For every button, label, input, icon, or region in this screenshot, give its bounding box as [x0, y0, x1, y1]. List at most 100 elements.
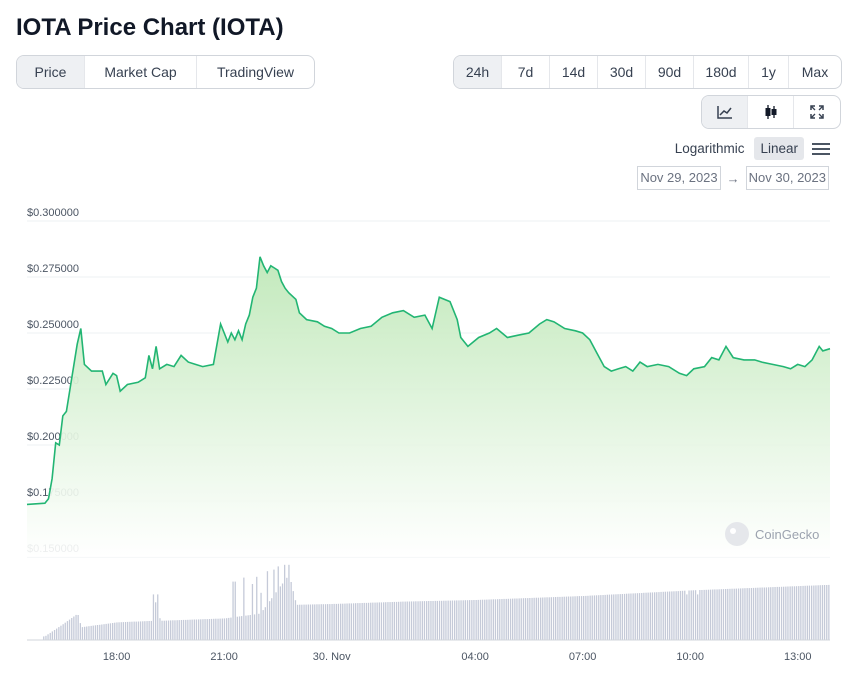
volume-bar: [195, 619, 198, 640]
volume-bar: [247, 615, 249, 640]
volume-bar: [359, 603, 361, 640]
volume-bar: [542, 597, 544, 640]
volume-bar: [62, 624, 64, 640]
volume-bar: [761, 587, 763, 640]
date-to-input[interactable]: Nov 30, 2023: [745, 166, 829, 190]
tab-tradingview[interactable]: TradingView: [216, 64, 295, 80]
volume-bar: [613, 594, 615, 640]
linear-option[interactable]: Linear: [754, 137, 804, 160]
volume-bar: [112, 623, 114, 640]
volume-bar: [402, 601, 404, 640]
volume-bar: [471, 600, 473, 640]
volume-bar: [520, 598, 522, 640]
range-90d[interactable]: 90d: [646, 56, 694, 88]
volume-bar: [122, 622, 124, 640]
volume-bar: [230, 617, 232, 640]
volume-bar: [286, 577, 288, 640]
range-30d[interactable]: 30d: [598, 56, 646, 88]
volume-bar: [45, 635, 47, 640]
volume-bar: [602, 595, 604, 640]
line-chart-button[interactable]: [702, 96, 748, 128]
volume-bar: [406, 601, 408, 640]
tab-price[interactable]: Price: [17, 56, 85, 88]
hamburger-menu-icon[interactable]: [812, 142, 830, 156]
volume-bar: [499, 599, 501, 640]
volume-bar: [626, 593, 628, 640]
volume-bar: [692, 590, 694, 640]
volume-bar: [740, 588, 742, 640]
volume-bar: [567, 596, 570, 640]
volume-bar: [673, 591, 675, 640]
volume-bar: [458, 600, 460, 640]
volume-bar: [555, 597, 557, 640]
volume-bar: [828, 584, 830, 640]
fullscreen-button[interactable]: [794, 96, 840, 128]
volume-bar: [518, 598, 520, 640]
line-chart-icon: [716, 106, 732, 119]
volume-bar: [460, 600, 462, 640]
volume-bar: [275, 592, 277, 640]
x-axis: 18:00 21:00 30. Nov 04:00 07:00 10:00 13:00: [103, 651, 812, 663]
volume-bar: [522, 598, 525, 640]
date-from-input[interactable]: Nov 29, 2023: [637, 166, 721, 190]
volume-bar: [649, 592, 651, 640]
gecko-eye-icon: [730, 528, 736, 534]
y-tick-label: $0.225000: [27, 375, 79, 387]
volume-bar: [681, 590, 684, 640]
volume-bar: [71, 618, 73, 640]
volume-bar: [193, 619, 195, 640]
volume-bar: [266, 571, 269, 640]
range-max[interactable]: Max: [801, 64, 829, 80]
volume-bar: [675, 591, 677, 640]
volume-bar: [574, 596, 576, 640]
volume-bar: [387, 602, 389, 640]
volume-bar: [658, 592, 660, 640]
range-14d[interactable]: 14d: [550, 56, 598, 88]
volume-bar: [731, 588, 733, 640]
volume-bar: [318, 604, 320, 640]
volume-bar: [73, 616, 75, 640]
tab-market-cap[interactable]: Market Cap: [85, 56, 197, 88]
candlestick-button[interactable]: [748, 96, 794, 128]
volume-bar: [290, 582, 292, 640]
volume-bar: [77, 615, 79, 640]
volume-bar: [507, 598, 509, 640]
volume-bar: [312, 604, 314, 640]
volume-bar: [654, 592, 656, 640]
volume-bar: [823, 585, 826, 640]
volume-bar: [540, 597, 542, 640]
volume-bar: [727, 588, 729, 640]
volume-bar: [505, 598, 507, 640]
volume-bar: [281, 583, 284, 640]
volume-bar: [742, 588, 744, 640]
volume-bar: [488, 599, 490, 640]
range-1y[interactable]: 1y: [749, 56, 789, 88]
volume-bar: [583, 596, 585, 640]
volume-bar: [755, 587, 757, 640]
volume-bar: [826, 585, 828, 640]
volume-bar: [92, 625, 94, 640]
range-7d[interactable]: 7d: [502, 56, 550, 88]
volume-bar: [451, 600, 454, 640]
volume-bar: [664, 591, 666, 640]
volume-bar: [331, 604, 333, 640]
volume-bar: [400, 601, 402, 640]
volume-bar: [793, 586, 796, 640]
volume-bar: [815, 585, 817, 640]
volume-bar: [228, 617, 230, 640]
volume-bar: [591, 595, 593, 640]
volume-bar: [432, 601, 434, 640]
volume-bar: [294, 600, 297, 640]
range-180d[interactable]: 180d: [694, 56, 749, 88]
volume-bar: [395, 601, 398, 640]
volume-bar: [428, 601, 430, 640]
volume-bar: [116, 622, 118, 640]
logarithmic-option[interactable]: Logarithmic: [674, 141, 745, 156]
volume-bar: [372, 602, 374, 640]
volume-bar: [133, 621, 135, 640]
volume-bar: [464, 600, 466, 640]
volume-bar: [340, 603, 342, 640]
volume-bar: [163, 620, 165, 640]
range-24h[interactable]: 24h: [454, 56, 502, 88]
